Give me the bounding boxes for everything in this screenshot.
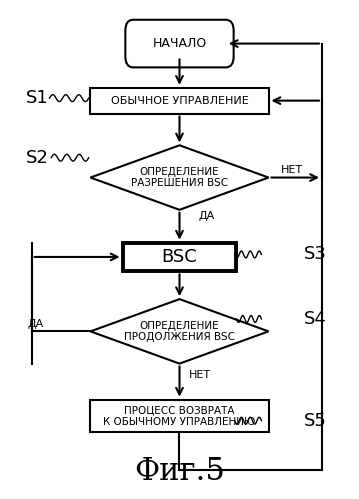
Polygon shape [90, 299, 269, 364]
Text: BSC: BSC [162, 248, 197, 266]
Text: ОБЫЧНОЕ УПРАВЛЕНИЕ: ОБЫЧНОЕ УПРАВЛЕНИЕ [111, 96, 248, 106]
Text: ОПРЕДЕЛЕНИЕ
РАЗРЕШЕНИЯ BSC: ОПРЕДЕЛЕНИЕ РАЗРЕШЕНИЯ BSC [131, 167, 228, 188]
Text: S5: S5 [303, 412, 326, 430]
Polygon shape [90, 145, 269, 210]
Bar [122, 243, 237, 271]
Text: Фиг.5: Фиг.5 [134, 456, 225, 487]
Text: S3: S3 [303, 246, 326, 263]
Text: НАЧАЛО: НАЧАЛО [152, 37, 207, 50]
Text: S4: S4 [303, 310, 326, 328]
Bar [90, 88, 269, 114]
Bar [90, 400, 269, 432]
Text: НЕТ: НЕТ [281, 165, 303, 175]
Text: S1: S1 [25, 89, 48, 107]
Text: ДА: ДА [198, 211, 214, 221]
Text: НЕТ: НЕТ [189, 370, 211, 380]
Text: ОПРЕДЕЛЕНИЕ
ПРОДОЛЖЕНИЯ BSC: ОПРЕДЕЛЕНИЕ ПРОДОЛЖЕНИЯ BSC [124, 320, 235, 342]
FancyBboxPatch shape [125, 20, 234, 67]
Text: ДА: ДА [27, 319, 43, 329]
Text: ПРОЦЕСС ВОЗВРАТА
К ОБЫЧНОМУ УПРАВЛЕНИЮ: ПРОЦЕСС ВОЗВРАТА К ОБЫЧНОМУ УПРАВЛЕНИЮ [103, 405, 256, 427]
Text: S2: S2 [25, 149, 48, 167]
